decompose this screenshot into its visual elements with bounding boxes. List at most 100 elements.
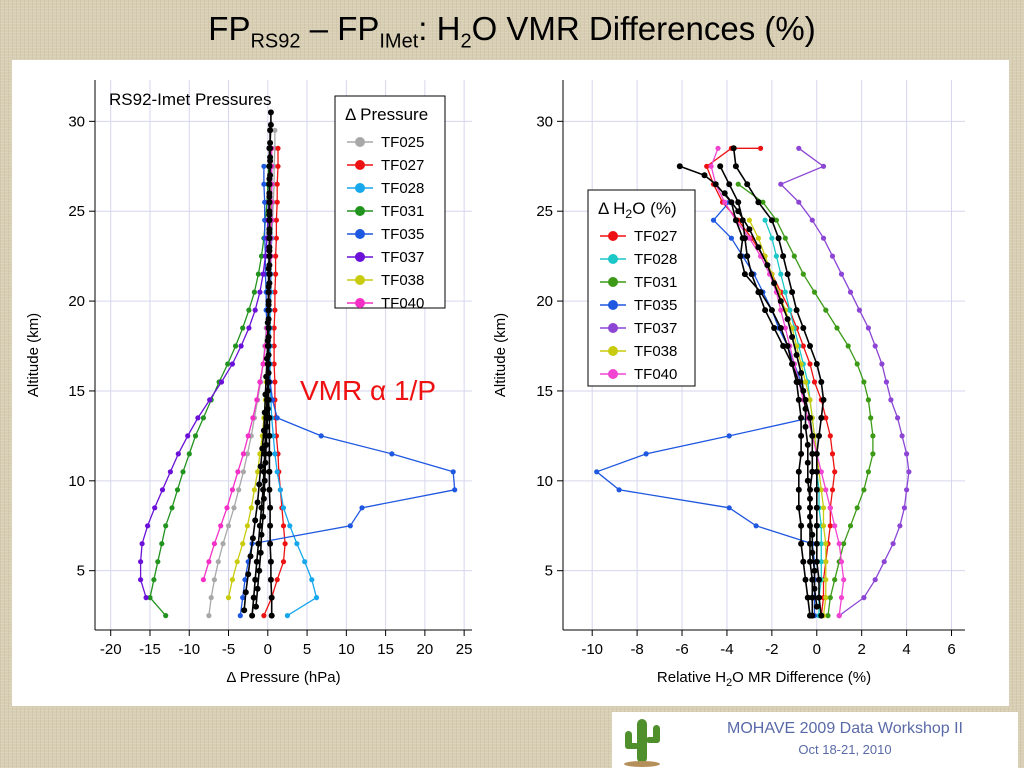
data-point xyxy=(255,469,261,475)
data-point xyxy=(838,559,845,565)
data-point xyxy=(721,190,728,197)
data-point xyxy=(820,523,827,529)
data-point xyxy=(823,559,829,565)
data-point xyxy=(762,307,769,314)
data-point xyxy=(200,577,206,583)
data-point xyxy=(155,559,161,565)
data-point xyxy=(820,505,827,511)
data-point xyxy=(267,558,274,565)
data-point xyxy=(264,423,270,430)
data-point xyxy=(784,271,791,278)
data-point xyxy=(796,199,802,205)
legend-swatch-marker xyxy=(355,275,365,285)
data-point xyxy=(784,316,791,323)
data-point xyxy=(741,235,748,242)
data-point xyxy=(827,523,833,529)
data-point xyxy=(287,523,293,529)
data-point xyxy=(248,505,254,511)
data-point xyxy=(807,397,813,403)
data-point xyxy=(266,190,273,197)
legend-box xyxy=(334,95,446,309)
data-point xyxy=(266,208,273,215)
data-point xyxy=(233,343,239,349)
data-point xyxy=(143,595,149,601)
data-point xyxy=(235,469,241,475)
data-point xyxy=(313,595,320,601)
data-point xyxy=(879,361,885,367)
data-point xyxy=(735,181,741,187)
data-point xyxy=(813,522,820,529)
data-point xyxy=(272,127,278,133)
data-point xyxy=(240,469,246,475)
x-axis-label: Δ Pressure (hPa) xyxy=(226,669,340,686)
data-point xyxy=(256,481,263,488)
data-point xyxy=(895,415,901,421)
data-point xyxy=(836,613,842,619)
data-point xyxy=(854,505,860,511)
data-point xyxy=(741,271,748,278)
data-point xyxy=(206,613,212,619)
data-point xyxy=(722,199,728,205)
data-point xyxy=(847,289,854,295)
data-point xyxy=(231,505,237,511)
data-point xyxy=(712,181,719,188)
data-point xyxy=(809,549,816,556)
data-point xyxy=(865,325,872,331)
data-point xyxy=(809,432,816,439)
data-point xyxy=(791,253,797,259)
data-point xyxy=(746,217,753,223)
data-point xyxy=(789,361,796,367)
data-point xyxy=(832,469,838,475)
data-point xyxy=(236,487,242,493)
data-point xyxy=(267,540,274,547)
data-point xyxy=(715,145,721,151)
data-point xyxy=(206,559,212,565)
data-point xyxy=(870,433,876,439)
data-point xyxy=(813,504,820,511)
cactus-icon xyxy=(624,719,660,767)
data-point xyxy=(240,451,246,457)
data-point xyxy=(260,495,267,502)
data-point xyxy=(250,594,257,601)
data-point xyxy=(211,577,217,583)
legend-title: Δ Pressure xyxy=(345,105,428,124)
data-point xyxy=(816,594,822,601)
data-point xyxy=(827,433,833,439)
data-point xyxy=(266,486,273,493)
data-point xyxy=(272,379,278,385)
data-point xyxy=(259,445,266,452)
data-point xyxy=(730,145,737,152)
data-point xyxy=(771,325,778,331)
data-point xyxy=(818,612,825,619)
data-point xyxy=(616,487,622,493)
data-point xyxy=(834,325,840,331)
data-point xyxy=(272,289,278,295)
data-point xyxy=(802,405,809,412)
data-point xyxy=(258,531,265,538)
chart-title: RS92-Imet Pressures xyxy=(109,90,272,109)
data-point xyxy=(261,613,267,619)
data-point xyxy=(755,244,762,251)
data-point xyxy=(274,199,280,205)
data-point xyxy=(267,504,274,511)
data-point xyxy=(163,523,169,529)
data-point xyxy=(244,451,250,457)
data-point xyxy=(798,432,805,439)
data-point xyxy=(768,217,775,224)
data-point xyxy=(240,595,246,601)
data-point xyxy=(807,414,813,421)
x-tick-label: -10 xyxy=(581,641,603,658)
data-point xyxy=(811,567,818,574)
data-point xyxy=(265,298,272,305)
data-point xyxy=(811,289,818,295)
data-point xyxy=(254,585,261,592)
data-point xyxy=(274,469,280,475)
y-tick-label: 30 xyxy=(536,113,553,130)
data-point xyxy=(861,487,867,493)
data-point xyxy=(261,477,268,484)
data-point xyxy=(800,325,807,331)
data-point xyxy=(710,217,717,223)
data-point xyxy=(260,361,266,367)
data-point xyxy=(266,262,273,269)
x-tick-label: -5 xyxy=(222,641,235,658)
